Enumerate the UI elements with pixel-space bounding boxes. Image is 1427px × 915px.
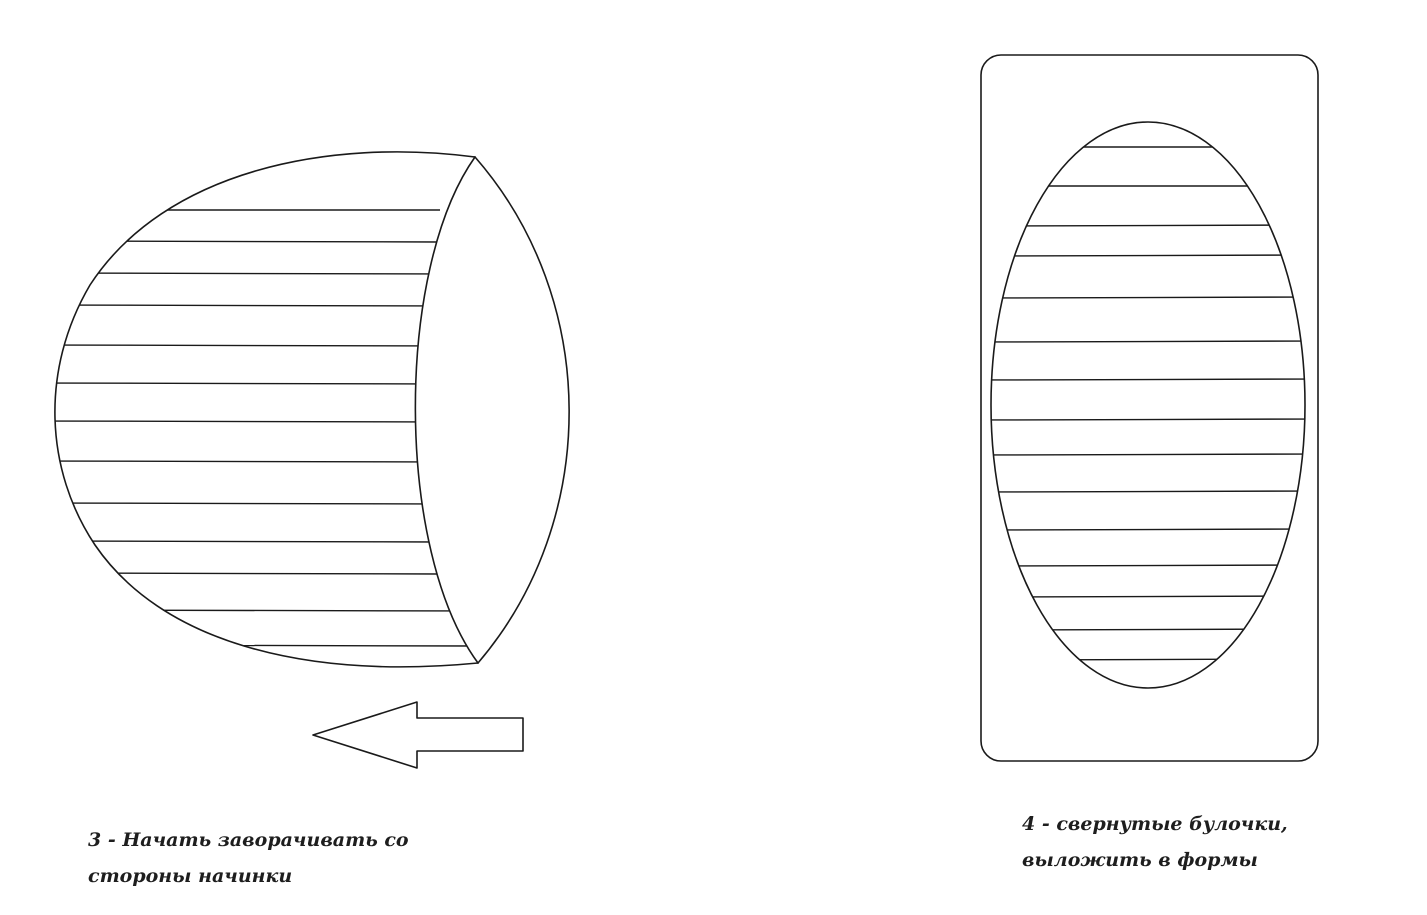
step-4-figure: [980, 54, 1319, 762]
step-3-caption-line-1: 3 - Начать заворачивать со: [88, 829, 409, 851]
step-4-caption: 4 - свернутые булочки, выложить в формы: [1022, 806, 1288, 878]
step-3-caption: 3 - Начать заворачивать со стороны начин…: [88, 822, 409, 894]
step-4-caption-line-2: выложить в формы: [1022, 849, 1258, 871]
rolled-bun-outline: [990, 121, 1306, 689]
rolled-edge-inner: [414, 156, 479, 664]
rolled-edge-outer: [474, 156, 570, 664]
step-4-caption-line-1: 4 - свернутые булочки,: [1022, 813, 1288, 835]
baking-form: [980, 54, 1319, 762]
filling-hatching: [54, 209, 478, 647]
bun-hatching: [991, 146, 1305, 661]
left-arrow-icon: [312, 701, 524, 769]
dough-outer-outline: [54, 151, 479, 668]
step-3-caption-line-2: стороны начинки: [88, 865, 293, 887]
step-3-figure: [54, 151, 570, 769]
